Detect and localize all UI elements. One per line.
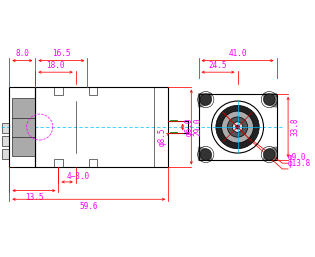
Circle shape [216,105,259,149]
Bar [198,94,277,160]
Text: 4–3.0: 4–3.0 [67,172,90,181]
Circle shape [200,94,212,105]
Polygon shape [198,147,212,160]
Text: 16.5: 16.5 [52,49,71,58]
Circle shape [264,149,275,160]
Polygon shape [264,147,277,160]
Text: φ6.0: φ6.0 [185,118,194,136]
Text: 24.5: 24.5 [209,61,227,70]
Bar [35,87,168,168]
Circle shape [232,122,243,132]
Circle shape [227,117,248,137]
Polygon shape [264,94,277,107]
Bar [12,98,35,156]
Text: 8.0: 8.0 [15,49,29,58]
Bar [2,149,9,159]
Text: φ13.8: φ13.8 [288,159,311,168]
Circle shape [200,149,212,160]
Polygon shape [198,94,212,107]
Text: φ9.0: φ9.0 [288,153,306,162]
Text: 59.6: 59.6 [80,202,98,211]
Circle shape [222,111,254,143]
Circle shape [264,94,275,105]
Text: 18.0: 18.0 [46,61,65,70]
Text: 41.0: 41.0 [228,49,247,58]
Bar [9,87,35,168]
Text: 13.5: 13.5 [25,193,43,202]
Text: φ8.5: φ8.5 [158,128,167,146]
Circle shape [235,125,240,129]
Bar [2,136,9,146]
Text: 29.0: 29.0 [194,118,203,136]
Text: 33.8: 33.8 [290,118,299,136]
Bar [2,123,9,133]
